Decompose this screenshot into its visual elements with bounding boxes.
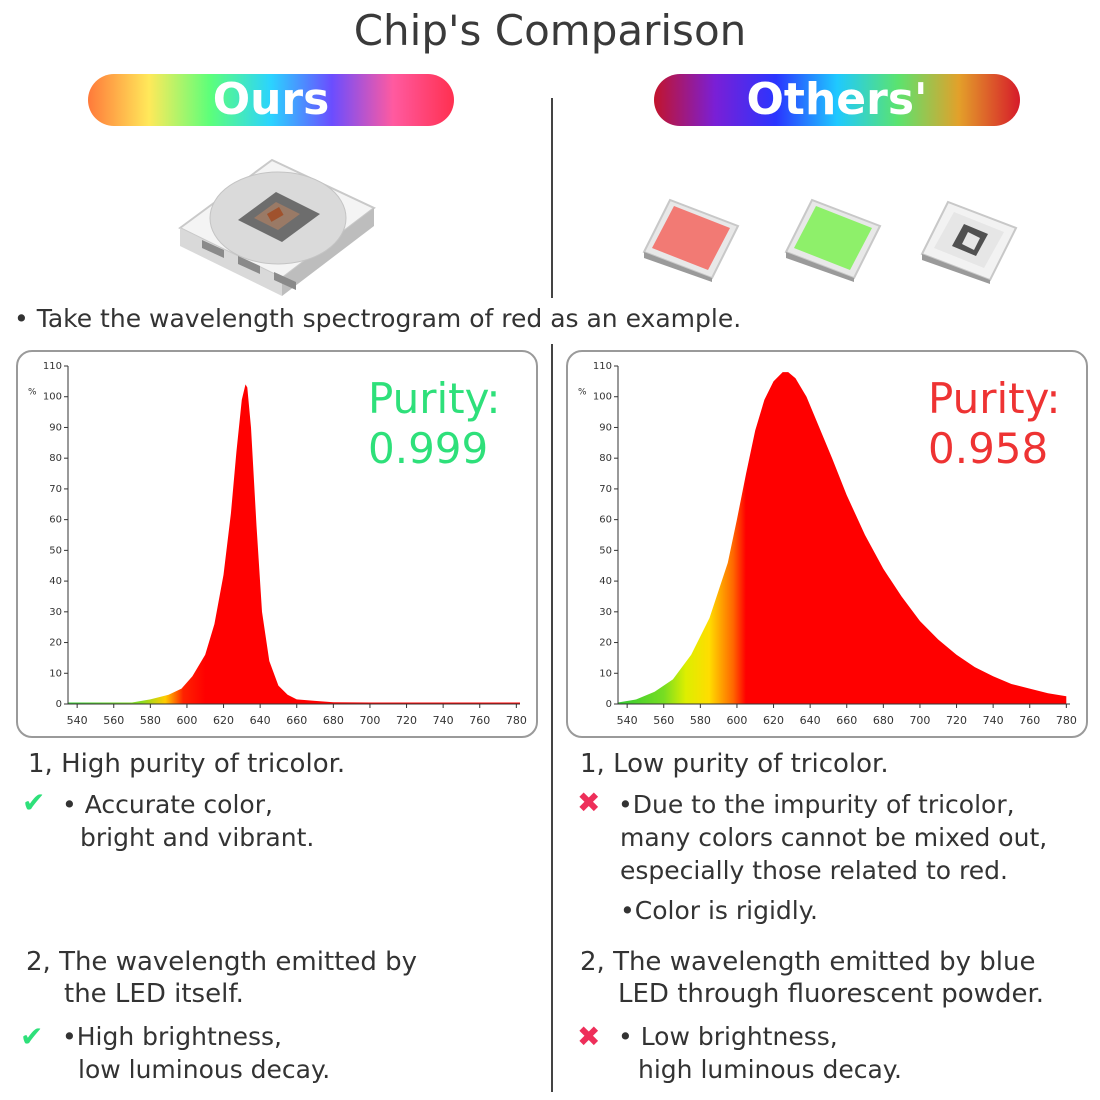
others-label: Others': [654, 74, 1020, 126]
others-item2-title-2: LED through fluorescent powder.: [618, 979, 1045, 1009]
x-tick-label: 660: [836, 714, 857, 727]
y-tick-label: 60: [49, 515, 62, 526]
others-spectrum-svg: 0 10 20 30 40 50 60 70 80 90 100 110 540 560 580 600 620…: [578, 361, 1077, 727]
y-tick-label: 110: [43, 361, 62, 372]
x-tick-label: 580: [140, 714, 161, 727]
x-tick-label: 720: [396, 714, 417, 727]
x-tick-label: 620: [763, 714, 784, 727]
x-tick-label: 680: [323, 714, 344, 727]
x-tick-label: 760: [1019, 714, 1040, 727]
x-tick-label: 560: [653, 714, 674, 727]
bottom-divider: [551, 344, 553, 1092]
y-tick-label: 10: [599, 668, 612, 679]
y-tick-label: 90: [599, 422, 612, 433]
others-item1-bullet-3: especially those related to red.: [620, 856, 1008, 885]
y-tick-label: 80: [49, 453, 62, 464]
others-item2-title-1: 2, The wavelength emitted by blue: [580, 947, 1036, 977]
x-tick-label: 620: [213, 714, 234, 727]
green-smd-led-chip-icon: [784, 198, 882, 282]
x-tick-label: 720: [946, 714, 967, 727]
y-tick-label: 90: [49, 422, 62, 433]
others-purity-label: Purity:: [928, 374, 1061, 423]
x-tick-label: 640: [800, 714, 821, 727]
white-smd-led-chip-icon: [920, 200, 1018, 284]
y-tick-label: 70: [49, 484, 62, 495]
5050-rgb-led-chip-icon: [178, 158, 376, 296]
x-tick-label: 740: [433, 714, 454, 727]
x-tick-label: 560: [103, 714, 124, 727]
y-tick-label: 40: [49, 576, 62, 587]
ours-spectrum-svg: 0 10 20 30 40 50 60 70 80 90 100 110 540 560 580 600 620…: [28, 361, 527, 727]
others-item2-bullet-2: high luminous decay.: [638, 1055, 902, 1084]
y-tick-label: 100: [593, 392, 612, 403]
x-tick-label: 600: [176, 714, 197, 727]
y-axis-label: %: [28, 388, 37, 398]
x-tick-label: 700: [359, 714, 380, 727]
ours-item2-bullet-1: •High brightness,: [62, 1022, 282, 1051]
y-tick-label: 30: [599, 607, 612, 618]
y-axis-label: %: [578, 388, 587, 398]
y-tick-label: 60: [599, 515, 612, 526]
spectrum-area: [618, 372, 1067, 704]
y-tick-label: 0: [56, 699, 62, 710]
example-note: • Take the wavelength spectrogram of red…: [14, 304, 742, 333]
top-divider: [551, 98, 553, 298]
ours-item1-bullet-1: • Accurate color,: [62, 790, 273, 819]
x-tick-label: 580: [690, 714, 711, 727]
x-tick-label: 700: [909, 714, 930, 727]
x-tick-label: 660: [286, 714, 307, 727]
y-tick-label: 30: [49, 607, 62, 618]
y-tick-label: 70: [599, 484, 612, 495]
x-tick-label: 680: [873, 714, 894, 727]
y-tick-label: 20: [49, 638, 62, 649]
y-tick-label: 50: [599, 545, 612, 556]
x-tick-label: 760: [469, 714, 490, 727]
x-tick-label: 600: [726, 714, 747, 727]
x-tick-label: 540: [67, 714, 88, 727]
x-tick-label: 740: [983, 714, 1004, 727]
others-item1-bullet-2: many colors cannot be mixed out,: [620, 823, 1048, 852]
cross-icon: ✖: [577, 1020, 601, 1053]
others-item1-extra: •Color is rigidly.: [620, 896, 818, 925]
others-item2-bullet-1: • Low brightness,: [618, 1022, 838, 1051]
x-tick-label: 780: [506, 714, 527, 727]
y-tick-label: 110: [593, 361, 612, 372]
y-tick-label: 100: [43, 392, 62, 403]
x-tick-label: 780: [1056, 714, 1077, 727]
cross-icon: ✖: [577, 786, 601, 819]
check-icon: ✔: [22, 786, 46, 819]
ours-item2-title-2: the LED itself.: [64, 979, 244, 1009]
check-icon: ✔: [20, 1020, 44, 1053]
ours-label: Ours: [88, 74, 454, 126]
page-title: Chip's Comparison: [353, 6, 747, 55]
others-item1-bullet-1: •Due to the impurity of tricolor,: [618, 790, 1015, 819]
y-tick-label: 40: [599, 576, 612, 587]
others-purity-value: 0.958: [928, 424, 1049, 473]
ours-item2-title-1: 2, The wavelength emitted by: [26, 947, 418, 977]
ours-purity-label: Purity:: [368, 374, 501, 423]
y-tick-label: 50: [49, 545, 62, 556]
y-tick-label: 80: [599, 453, 612, 464]
ours-item1-bullet-2: bright and vibrant.: [80, 823, 315, 852]
red-smd-led-chip-icon: [642, 198, 740, 282]
others-spectrum-chart: 0 10 20 30 40 50 60 70 80 90 100 110 540 560 580 600 620…: [566, 350, 1088, 738]
x-tick-label: 540: [617, 714, 638, 727]
y-tick-label: 10: [49, 668, 62, 679]
ours-item2-bullet-2: low luminous decay.: [78, 1055, 331, 1084]
ours-item1-title: 1, High purity of tricolor.: [28, 749, 346, 779]
y-tick-label: 20: [599, 638, 612, 649]
ours-spectrum-chart: 0 10 20 30 40 50 60 70 80 90 100 110 540 560 580 600 620…: [16, 350, 538, 738]
y-tick-label: 0: [606, 699, 612, 710]
ours-purity-value: 0.999: [368, 424, 489, 473]
others-item1-title: 1, Low purity of tricolor.: [580, 749, 889, 779]
x-tick-label: 640: [250, 714, 271, 727]
